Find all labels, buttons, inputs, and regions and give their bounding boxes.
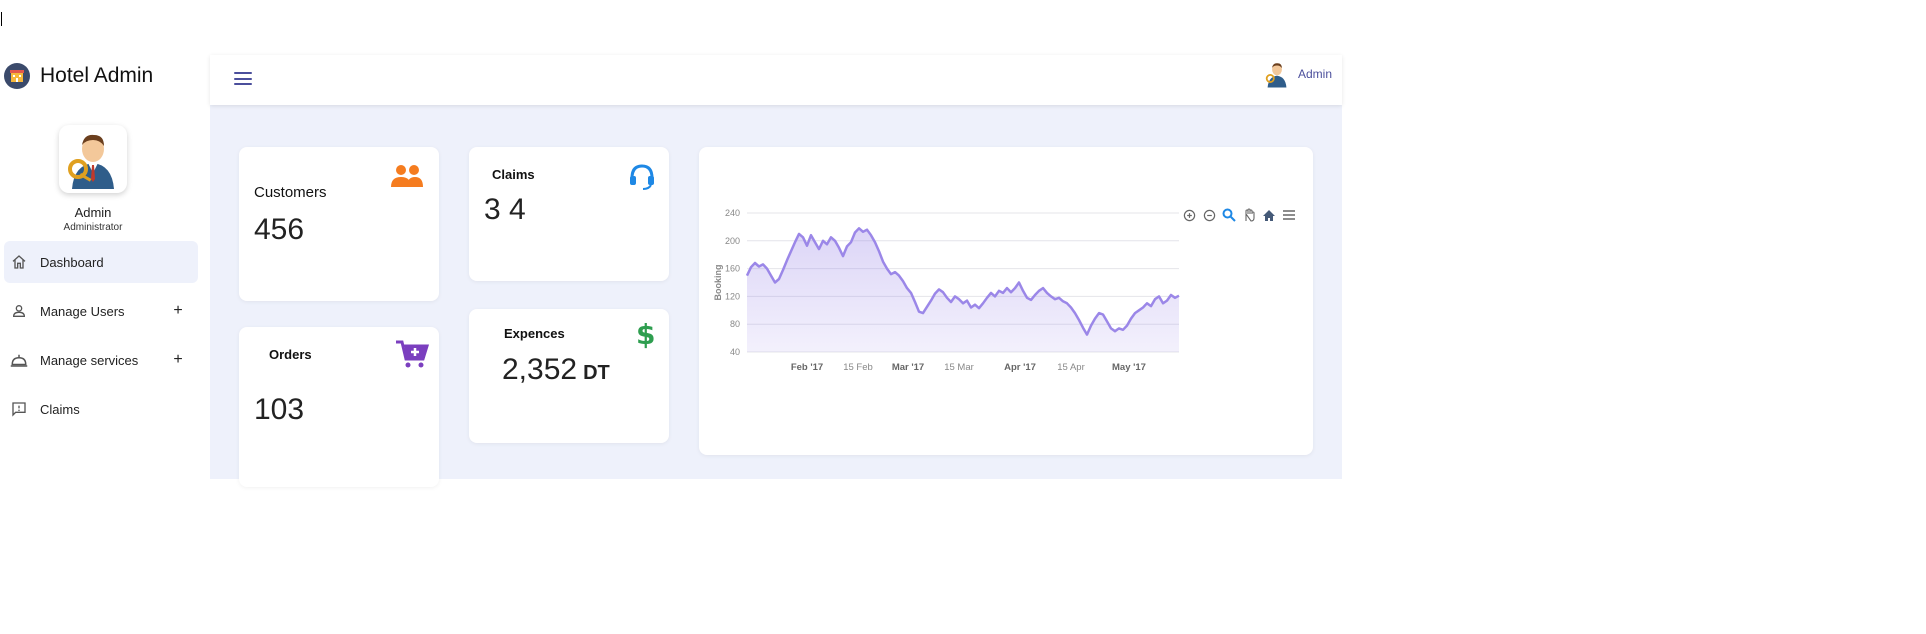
expand-plus-icon[interactable]: +	[173, 302, 183, 319]
x-tick-label: 15 Feb	[843, 362, 873, 373]
x-tick-label: Mar '17	[892, 362, 924, 373]
search-zoom-icon[interactable]	[1221, 207, 1237, 223]
claims-title: Claims	[492, 167, 535, 182]
users-icon	[389, 163, 425, 194]
topbar-user-name: Admin	[1297, 67, 1332, 81]
chart-toolbar	[1181, 207, 1297, 223]
y-axis-label: Booking	[713, 265, 723, 301]
expences-card: Expences 2,352 DT $	[469, 309, 669, 443]
sidebar-item-label: Manage services	[40, 352, 139, 368]
feedback-icon	[8, 401, 30, 417]
menu-toggle-icon[interactable]	[234, 72, 252, 88]
x-tick-label: May '17	[1112, 362, 1146, 373]
expences-title: Expences	[504, 326, 565, 341]
orders-value: 103	[254, 393, 305, 426]
x-tick-label: Feb '17	[791, 362, 823, 373]
orders-title: Orders	[269, 347, 312, 362]
y-tick-label: 160	[725, 264, 740, 274]
customers-card: Customers 456	[239, 147, 439, 301]
svg-text:$: $	[636, 319, 655, 349]
customers-value: 456	[254, 213, 305, 246]
dollar-icon: $	[635, 318, 655, 354]
y-tick-label: 40	[730, 347, 740, 357]
topbar-user-menu[interactable]: Admin	[1264, 60, 1332, 88]
expences-value: 2,352	[502, 353, 578, 386]
home-icon	[8, 254, 30, 270]
claims-card: Claims 3 4	[469, 147, 669, 281]
main-content: Admin Customers 456 Claims 3 4 Orders 10…	[210, 55, 1342, 487]
admin-avatar-icon	[68, 134, 114, 189]
sidebar-item-manage-users[interactable]: Manage Users +	[4, 290, 198, 332]
sidebar-item-label: Dashboard	[40, 254, 104, 270]
text-caret	[1, 12, 2, 26]
y-tick-label: 80	[730, 319, 740, 329]
expand-plus-icon[interactable]: +	[173, 351, 183, 368]
admin-avatar-icon	[1265, 63, 1287, 88]
booking-chart-card: 40 80 120 160 200 240 Booking Feb '17 15 Feb Mar …	[699, 147, 1313, 455]
chart-menu-icon[interactable]	[1281, 207, 1297, 223]
expences-unit: DT	[583, 362, 610, 384]
reset-home-icon[interactable]	[1261, 207, 1277, 223]
top-bar: Admin	[210, 55, 1342, 105]
zoom-out-icon[interactable]	[1201, 207, 1217, 223]
series-area	[747, 228, 1179, 352]
sidebar-item-label: Claims	[40, 401, 80, 417]
sidebar-item-claims[interactable]: Claims	[4, 388, 198, 430]
sidebar-item-dashboard[interactable]: Dashboard	[4, 241, 198, 283]
sidebar-item-manage-services[interactable]: Manage services +	[4, 339, 198, 381]
user-role: Administrator	[63, 222, 123, 233]
brand[interactable]: Hotel Admin	[4, 63, 153, 89]
x-tick-label: 15 Apr	[1057, 362, 1084, 373]
hotel-logo-icon	[4, 63, 30, 89]
sidebar-nav: Dashboard Manage Users + Manage services…	[4, 241, 198, 437]
y-tick-label: 240	[725, 208, 740, 218]
y-tick-label: 120	[725, 291, 740, 301]
series-line	[745, 227, 1180, 336]
avatar	[59, 125, 127, 193]
zoom-in-icon[interactable]	[1181, 207, 1197, 223]
sidebar-item-label: Manage Users	[40, 303, 125, 319]
service-bell-icon	[8, 352, 30, 368]
orders-card: Orders 103	[239, 327, 439, 487]
user-name: Admin	[74, 205, 112, 220]
x-tick-label: 15 Mar	[944, 362, 974, 373]
headset-icon	[627, 161, 657, 196]
customers-title: Customers	[254, 184, 327, 201]
pan-hand-icon[interactable]	[1241, 207, 1257, 223]
booking-area-chart: 40 80 120 160 200 240 Booking Feb '17 15 Feb Mar …	[713, 208, 1180, 373]
sidebar: Hotel Admin Admin Administrator Dashboar…	[0, 55, 210, 479]
person-icon	[8, 303, 30, 319]
claims-value: 3 4	[484, 193, 526, 226]
y-tick-label: 200	[725, 236, 740, 246]
app-title: Hotel Admin	[40, 64, 154, 87]
cart-add-icon	[395, 339, 430, 374]
x-tick-label: Apr '17	[1004, 362, 1036, 373]
